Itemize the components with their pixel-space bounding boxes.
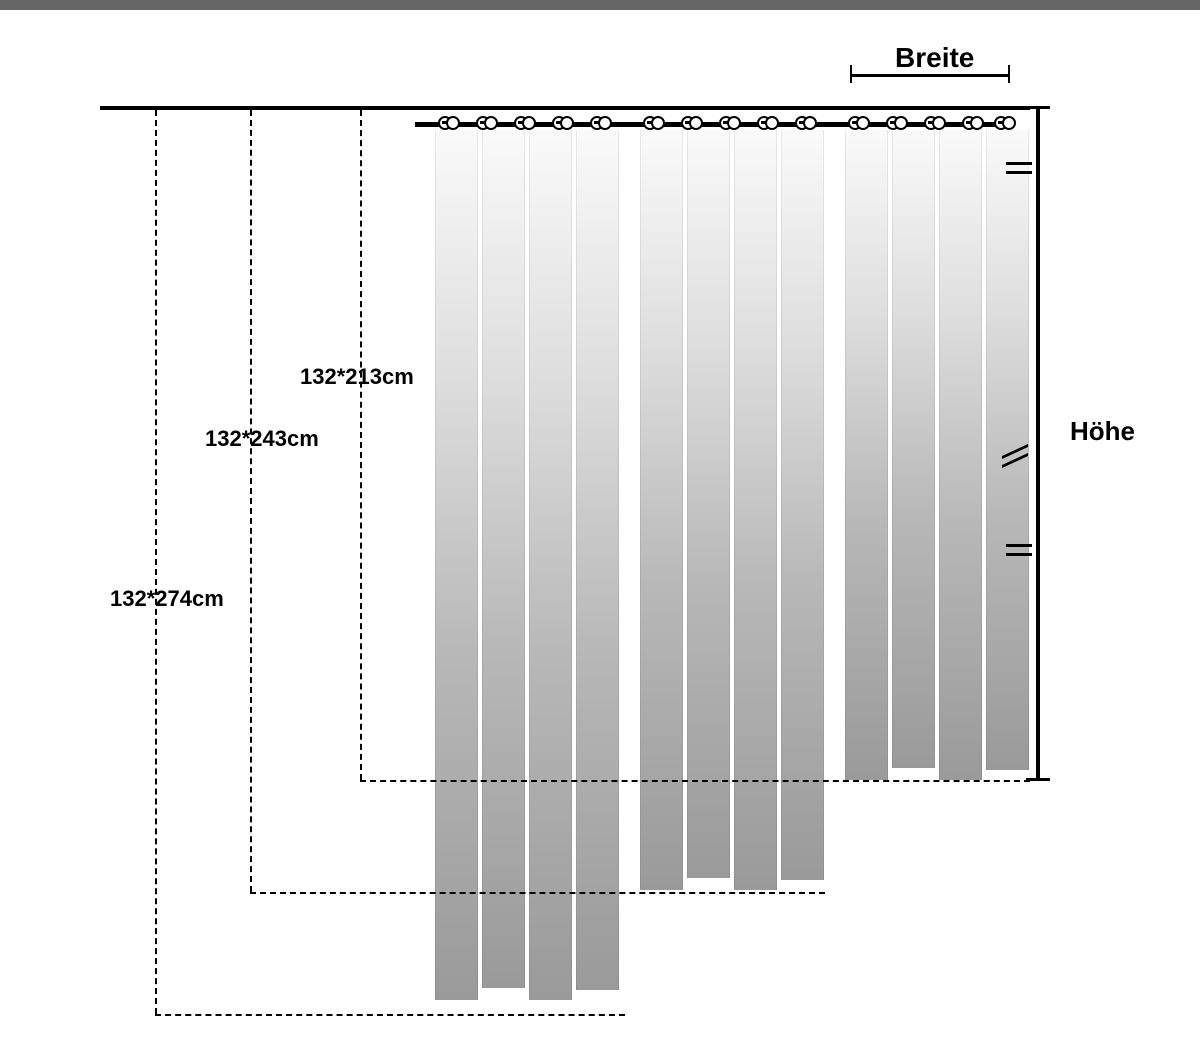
- grommet-icon: [476, 116, 498, 128]
- curtain-panel: [845, 130, 888, 780]
- height-label: Höhe: [1070, 416, 1135, 447]
- height-bracket-tick-top: [1026, 106, 1050, 109]
- width-label: Breite: [895, 42, 974, 74]
- height-bracket-line: [1036, 106, 1040, 780]
- diagram-stage: Breite 132*213cm: [0, 10, 1200, 1062]
- grommet-icon: [719, 116, 741, 128]
- curtain-panel: [892, 130, 935, 768]
- width-bracket-tick-left: [850, 65, 852, 83]
- curtain-panel: [482, 130, 525, 988]
- tick-mark-icon: [1006, 544, 1032, 562]
- tick-mark-icon: [1006, 162, 1032, 180]
- dim-label: 132*243cm: [205, 426, 319, 452]
- dim-label: 132*274cm: [110, 586, 224, 612]
- grommet-icon: [757, 116, 779, 128]
- curtain-rod: [415, 122, 1010, 127]
- tick-mark-icon: [1002, 450, 1028, 468]
- dim-hline: [250, 892, 825, 894]
- grommet-icon: [681, 116, 703, 128]
- curtain-panel: [435, 130, 478, 1000]
- grommet-icon: [552, 116, 574, 128]
- curtain-panel: [640, 130, 683, 890]
- grommet-icon: [514, 116, 536, 128]
- dim-vline: [250, 110, 252, 892]
- grommet-icon: [848, 116, 870, 128]
- curtain-panel: [529, 130, 572, 1000]
- grommet-icon: [924, 116, 946, 128]
- width-bracket-line: [850, 74, 1010, 77]
- top-gray-bar: [0, 0, 1200, 10]
- main-rod: [100, 106, 1030, 110]
- grommet-icon: [438, 116, 460, 128]
- curtain-panel: [734, 130, 777, 890]
- dim-vline: [360, 110, 362, 780]
- dim-label: 132*213cm: [300, 364, 414, 390]
- dim-hline: [155, 1014, 625, 1016]
- curtain-panel: [687, 130, 730, 878]
- dim-hline: [360, 780, 1030, 782]
- curtain-panel: [576, 130, 619, 990]
- grommet-icon: [643, 116, 665, 128]
- height-bracket-tick-bottom: [1026, 778, 1050, 781]
- grommet-icon: [886, 116, 908, 128]
- width-bracket-tick-right: [1008, 65, 1010, 83]
- grommet-icon: [795, 116, 817, 128]
- curtain-panel: [781, 130, 824, 880]
- grommet-icon: [962, 116, 984, 128]
- dim-vline: [155, 110, 157, 1014]
- grommet-icon: [994, 116, 1016, 128]
- grommet-icon: [590, 116, 612, 128]
- curtain-panel: [939, 130, 982, 780]
